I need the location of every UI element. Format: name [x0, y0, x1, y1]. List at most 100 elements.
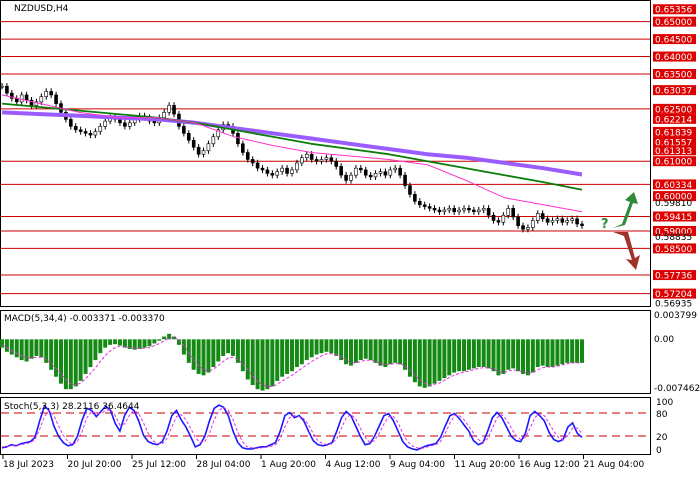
macd-bar — [162, 336, 167, 340]
candle-body — [191, 139, 196, 148]
macd-bar — [54, 339, 59, 377]
price-level-label: 0.57736 — [655, 272, 692, 282]
price-level-tag — [653, 113, 696, 124]
macd-bar — [407, 339, 412, 377]
price-level-label: 0.61000 — [655, 158, 692, 168]
macd-bar — [226, 339, 231, 354]
candle-body — [19, 94, 24, 103]
macd-bar — [442, 339, 447, 379]
macd-bar — [206, 339, 211, 373]
price-levels — [1, 21, 650, 295]
macd-bar — [152, 339, 157, 344]
macd-bar — [250, 339, 255, 386]
price-level-tag — [653, 136, 696, 147]
macd-bar — [417, 339, 422, 387]
macd-bar — [235, 339, 240, 363]
macd-bar — [348, 339, 353, 366]
macd-bar — [44, 339, 49, 363]
macd-bar — [19, 339, 24, 361]
macd-bar — [14, 339, 19, 358]
candle-body — [319, 159, 324, 162]
macd-bar — [157, 339, 162, 341]
macd-bar — [137, 339, 142, 350]
candle-body — [417, 201, 422, 206]
time-axis-label: 18 Jul 2023 — [3, 460, 54, 470]
candle-body — [285, 167, 289, 174]
forecast-arrow-up — [613, 192, 638, 228]
price-axis-labels: 0.65356 0.65000 0.64500 0.64000 0.63500 0.630… — [653, 4, 696, 310]
candle-body — [54, 94, 58, 104]
candle-body — [260, 167, 265, 171]
candle-body — [98, 126, 103, 132]
candle-body — [545, 218, 550, 223]
candle-body — [526, 227, 530, 230]
macd-bar — [275, 339, 280, 381]
macd-bar — [142, 339, 147, 348]
candle-body — [476, 209, 481, 213]
macd-bar — [73, 339, 78, 387]
candle-body — [270, 173, 275, 176]
macd-bar — [466, 339, 471, 370]
macd-bar — [78, 339, 83, 381]
macd-bar — [353, 339, 358, 363]
price-level-label: 0.60000 — [655, 193, 692, 203]
macd-bar — [122, 339, 127, 348]
candle-body — [83, 131, 88, 134]
macd-bar — [580, 339, 584, 363]
candle-body — [152, 120, 157, 124]
macd-bar — [167, 333, 172, 340]
macd-bar — [221, 339, 226, 356]
candle-body — [255, 162, 260, 169]
candle-body — [314, 159, 319, 162]
stoch-signal-line — [2, 406, 583, 449]
candle-body — [304, 153, 309, 159]
candle-body — [182, 126, 186, 134]
candle-body — [344, 174, 348, 181]
macd-bar — [368, 339, 373, 361]
candle-body — [236, 132, 240, 145]
candle-body — [49, 91, 53, 96]
macd-bar — [511, 339, 516, 369]
macd-bar — [176, 339, 181, 345]
candle-body — [457, 209, 461, 213]
macd-bar — [481, 339, 486, 368]
price-level-label: 0.61313 — [655, 147, 692, 157]
macd-bar — [309, 339, 314, 358]
macd-bar — [245, 339, 250, 380]
stoch-panel-title: Stoch(5,3,3) 28.2116 36.4644 — [4, 402, 140, 412]
candle-body — [575, 218, 579, 225]
price-level-label: 0.63037 — [655, 87, 692, 97]
macd-bar — [432, 339, 437, 384]
candle-body — [501, 214, 506, 223]
candle-body — [378, 171, 383, 174]
stoch-axis-80: 80 — [656, 410, 668, 420]
macd-panel: MACD(5,34,4) -0.003371 -0.003370 0.00379… — [0, 310, 700, 394]
candle-body — [570, 218, 574, 221]
candle-body — [432, 207, 437, 211]
candle-body — [388, 169, 393, 176]
candle-body — [172, 105, 176, 115]
price-level-label: 0.60334 — [655, 181, 692, 191]
macd-bar — [314, 339, 319, 355]
price-level-tag — [653, 126, 696, 137]
price-level-label: 0.61557 — [655, 138, 692, 148]
macd-bar — [334, 339, 339, 356]
candle-body — [5, 85, 9, 94]
macd-bar — [147, 339, 152, 347]
candle-body — [368, 174, 373, 178]
macd-bar — [388, 339, 393, 365]
candle-body — [93, 131, 98, 136]
macd-bar — [196, 339, 201, 374]
candle-body — [354, 167, 358, 176]
macd-bar — [319, 339, 324, 354]
macd-bar — [0, 339, 4, 348]
candle-body — [73, 126, 78, 131]
candle-body — [550, 220, 555, 223]
candle-body — [359, 167, 363, 171]
macd-bar — [201, 339, 206, 376]
candle-body — [555, 218, 560, 221]
macd-bar — [545, 339, 550, 368]
candle-body — [393, 167, 398, 171]
price-axis-tick-label: 0.58835 — [655, 233, 692, 243]
time-axis-label: 11 Aug 20:00 — [455, 460, 516, 470]
